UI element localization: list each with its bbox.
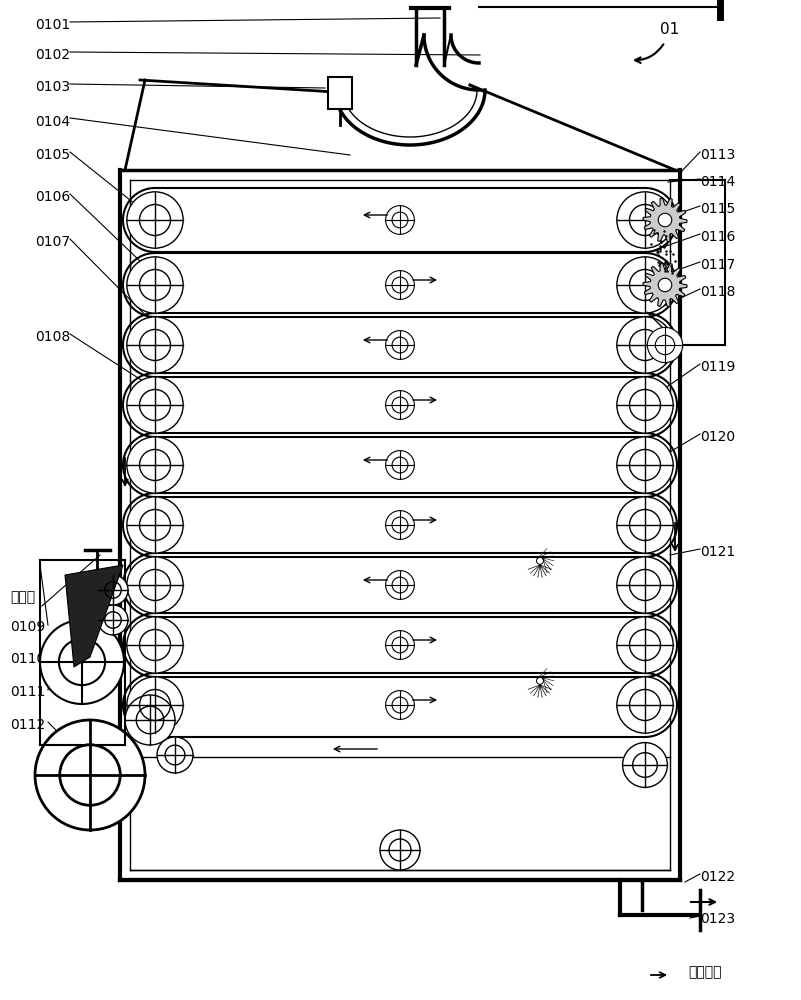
- Text: 0119: 0119: [700, 360, 735, 374]
- Circle shape: [127, 497, 183, 553]
- Circle shape: [617, 557, 673, 613]
- Circle shape: [385, 206, 414, 234]
- Text: 0114: 0114: [700, 175, 735, 189]
- Circle shape: [98, 575, 128, 605]
- Text: 循环料液: 循环料液: [688, 965, 722, 979]
- Text: 0111: 0111: [10, 685, 46, 699]
- Text: 0107: 0107: [35, 235, 70, 249]
- Circle shape: [127, 257, 183, 313]
- Circle shape: [617, 437, 673, 493]
- Text: 0117: 0117: [700, 258, 735, 272]
- Circle shape: [385, 691, 414, 719]
- Circle shape: [537, 557, 544, 564]
- Circle shape: [98, 605, 128, 635]
- Circle shape: [125, 695, 175, 745]
- Text: 0110: 0110: [10, 652, 45, 666]
- Text: 观察口: 观察口: [10, 590, 35, 604]
- Circle shape: [127, 317, 183, 373]
- Text: 0109: 0109: [10, 620, 45, 634]
- Circle shape: [617, 192, 673, 248]
- Circle shape: [617, 677, 673, 733]
- Text: 0108: 0108: [35, 330, 70, 344]
- Circle shape: [127, 557, 183, 613]
- Circle shape: [380, 830, 420, 870]
- Text: 0116: 0116: [700, 230, 735, 244]
- Circle shape: [385, 511, 414, 539]
- Text: 01: 01: [660, 22, 679, 37]
- Text: 0102: 0102: [35, 48, 70, 62]
- Circle shape: [617, 257, 673, 313]
- Circle shape: [617, 377, 673, 433]
- Circle shape: [385, 631, 414, 659]
- Text: 0101: 0101: [35, 18, 70, 32]
- Text: 0115: 0115: [700, 202, 735, 216]
- Circle shape: [647, 327, 682, 363]
- Circle shape: [385, 391, 414, 419]
- Circle shape: [385, 331, 414, 359]
- Circle shape: [127, 437, 183, 493]
- Circle shape: [127, 617, 183, 673]
- Circle shape: [40, 620, 124, 704]
- Text: 0112: 0112: [10, 718, 45, 732]
- Text: 0105: 0105: [35, 148, 70, 162]
- Text: 0121: 0121: [700, 545, 735, 559]
- Text: 0103: 0103: [35, 80, 70, 94]
- Circle shape: [385, 271, 414, 299]
- Circle shape: [157, 737, 193, 773]
- Text: 0118: 0118: [700, 285, 735, 299]
- Circle shape: [537, 677, 544, 684]
- Text: 0123: 0123: [700, 912, 735, 926]
- Circle shape: [658, 278, 672, 292]
- Circle shape: [622, 743, 667, 787]
- Text: 0106: 0106: [35, 190, 70, 204]
- Circle shape: [617, 617, 673, 673]
- Circle shape: [385, 571, 414, 599]
- FancyBboxPatch shape: [328, 77, 352, 109]
- Polygon shape: [643, 198, 687, 242]
- Circle shape: [127, 192, 183, 248]
- Text: 0113: 0113: [700, 148, 735, 162]
- Circle shape: [617, 497, 673, 553]
- Polygon shape: [643, 263, 687, 307]
- Circle shape: [127, 677, 183, 733]
- Text: 0120: 0120: [700, 430, 735, 444]
- Circle shape: [35, 720, 145, 830]
- Circle shape: [127, 377, 183, 433]
- Circle shape: [658, 213, 672, 227]
- Text: 0104: 0104: [35, 115, 70, 129]
- Circle shape: [617, 317, 673, 373]
- Text: 0122: 0122: [700, 870, 735, 884]
- Circle shape: [385, 451, 414, 479]
- Polygon shape: [65, 565, 123, 667]
